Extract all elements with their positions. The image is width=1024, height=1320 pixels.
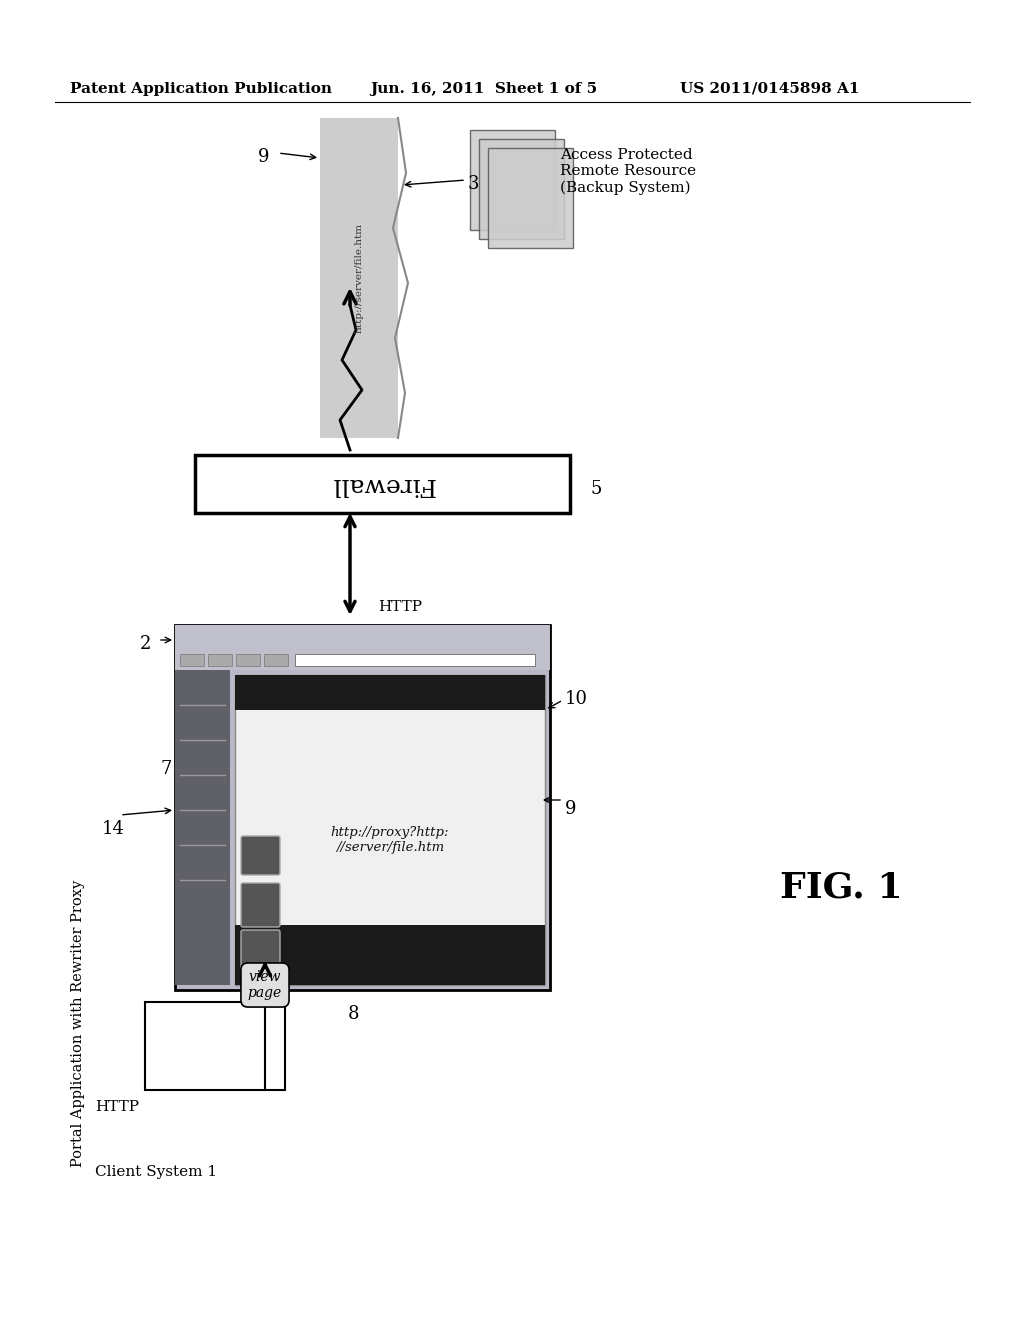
Bar — [234, 675, 545, 710]
FancyBboxPatch shape — [241, 931, 280, 979]
Bar — [295, 653, 535, 667]
Text: http://server/file.htm: http://server/file.htm — [354, 223, 364, 333]
Text: 5: 5 — [590, 480, 601, 498]
Bar — [175, 624, 550, 990]
Bar — [470, 129, 555, 230]
Text: 14: 14 — [102, 820, 125, 838]
Bar — [175, 671, 230, 985]
Text: Access Protected
Remote Resource
(Backup System): Access Protected Remote Resource (Backup… — [560, 148, 696, 195]
Text: 3: 3 — [468, 176, 479, 193]
Text: view
page: view page — [248, 970, 283, 1001]
Text: 10: 10 — [565, 690, 588, 708]
Text: Firewall: Firewall — [331, 473, 435, 495]
Bar — [479, 139, 564, 239]
Text: 9: 9 — [565, 800, 577, 818]
Bar — [236, 653, 260, 667]
FancyBboxPatch shape — [241, 836, 280, 875]
Bar — [319, 117, 398, 438]
Bar — [180, 653, 204, 667]
Bar — [488, 148, 573, 248]
Text: Client System 1: Client System 1 — [95, 1166, 217, 1179]
Text: 8: 8 — [348, 1005, 359, 1023]
Bar — [234, 925, 545, 985]
Bar — [208, 653, 232, 667]
Text: 7: 7 — [160, 760, 171, 777]
Text: 2: 2 — [140, 635, 152, 653]
Bar — [264, 653, 288, 667]
Bar — [234, 675, 545, 985]
Bar — [145, 1002, 285, 1090]
Bar — [195, 455, 570, 513]
Text: 9: 9 — [258, 148, 269, 166]
Text: HTTP: HTTP — [378, 601, 422, 614]
Text: http://proxy?http:
//server/file.htm: http://proxy?http: //server/file.htm — [331, 826, 450, 854]
Text: HTTP: HTTP — [95, 1100, 139, 1114]
Bar — [175, 624, 550, 671]
Text: Portal Application with Rewriter Proxy: Portal Application with Rewriter Proxy — [71, 880, 85, 1167]
Text: US 2011/0145898 A1: US 2011/0145898 A1 — [680, 82, 859, 96]
Text: Patent Application Publication: Patent Application Publication — [70, 82, 332, 96]
Text: Jun. 16, 2011  Sheet 1 of 5: Jun. 16, 2011 Sheet 1 of 5 — [370, 82, 597, 96]
FancyBboxPatch shape — [241, 883, 280, 927]
Text: FIG. 1: FIG. 1 — [780, 870, 902, 904]
